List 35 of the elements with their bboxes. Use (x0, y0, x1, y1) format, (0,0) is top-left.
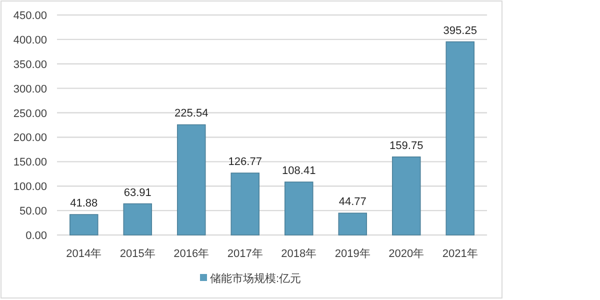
data-label: 44.77 (338, 196, 366, 208)
y-tick-label: 100.00 (13, 181, 47, 194)
bar (177, 124, 206, 236)
data-label: 126.77 (228, 156, 262, 168)
y-tick-label: 200.00 (13, 132, 47, 144)
x-tick-label: 2020年 (388, 248, 424, 260)
bar (70, 214, 98, 236)
data-label: 395.25 (443, 24, 477, 37)
x-tick-label: 2017年 (227, 248, 263, 260)
bar (284, 182, 314, 236)
bar (123, 203, 152, 236)
data-label: 63.91 (124, 186, 152, 199)
y-tick-label: 150.00 (13, 156, 47, 169)
data-label: 108.41 (282, 165, 316, 177)
y-tick-label: 250.00 (13, 108, 47, 120)
bar (392, 156, 421, 236)
y-tick-label: 300.00 (13, 83, 47, 96)
y-tick-label: 0.00 (26, 230, 47, 242)
bar (446, 41, 474, 236)
x-tick-label: 2019年 (334, 248, 370, 260)
bar (338, 212, 367, 236)
y-tick-label: 400.00 (13, 34, 47, 46)
data-label: 159.75 (390, 140, 424, 152)
x-tick-label: 2014年 (66, 248, 102, 260)
y-tick-label: 350.00 (13, 58, 47, 71)
x-tick-label: 2018年 (281, 248, 317, 260)
y-tick-label: 50.00 (19, 206, 47, 218)
legend-label: 储能市场规模:亿元 (210, 272, 302, 285)
y-tick-label: 450.00 (13, 10, 47, 22)
data-label: 41.88 (70, 198, 98, 210)
x-tick-label: 2015年 (120, 248, 156, 260)
data-label: 225.54 (174, 108, 208, 120)
x-tick-label: 2021年 (442, 248, 478, 260)
x-tick-label: 2016年 (174, 248, 210, 260)
bar (230, 172, 260, 236)
